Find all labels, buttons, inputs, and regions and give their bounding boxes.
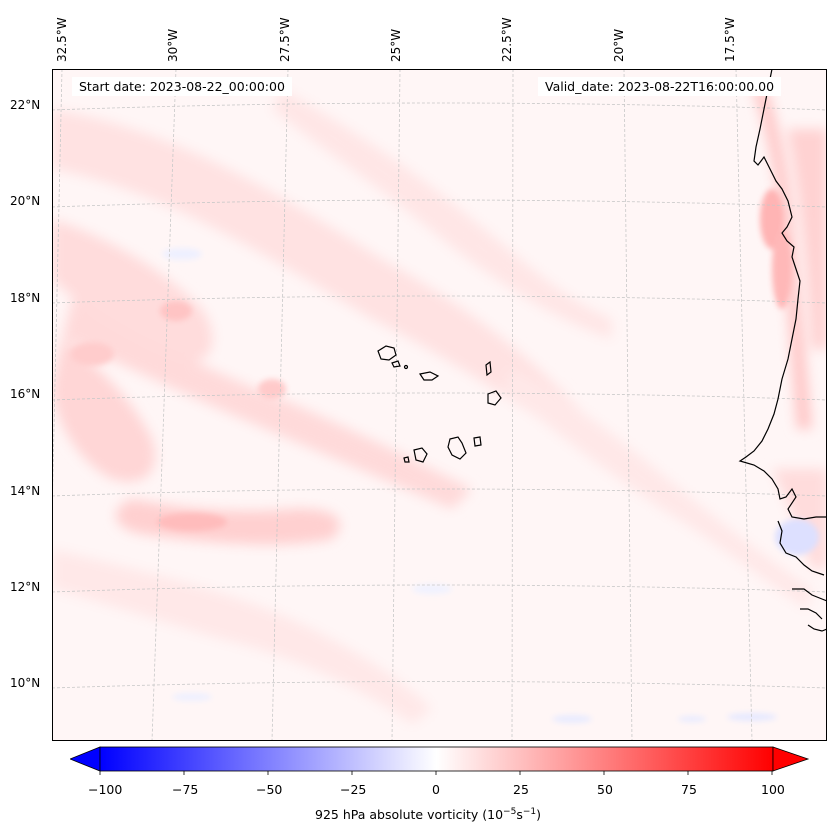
lat-label-22n: 22°N (10, 98, 41, 112)
colorbar-tick-label: 100 (761, 782, 785, 797)
colorbar-label-close: ) (536, 807, 542, 823)
colorbar-tick-label: −50 (256, 782, 283, 797)
lon-label-27-5w: 27.5°W (278, 17, 292, 62)
vorticity-map (52, 69, 827, 741)
colorbar-label-mid: s (516, 807, 523, 823)
lat-label-18n: 18°N (10, 291, 41, 305)
africa-coastline (738, 69, 827, 632)
lon-label-30w: 30°W (166, 28, 180, 62)
lat-label-14n: 14°N (10, 484, 41, 498)
lon-label-22-5w: 22.5°W (500, 17, 514, 62)
lat-label-10n: 10°N (10, 676, 41, 690)
lon-label-25w: 25°W (389, 28, 403, 62)
vorticity-maxima (70, 189, 819, 723)
colorbar-label-exp2: −1 (522, 807, 537, 817)
colorbar-max-extend (772, 746, 810, 772)
colorbar-tick-label: 25 (513, 782, 529, 797)
vorticity-field (52, 89, 827, 724)
colorbar-label-text: 925 hPa absolute vorticity (10 (315, 807, 504, 823)
valid-date-label: Valid_date: 2023-08-22T16:00:00.00 (538, 77, 782, 96)
lon-label-17-5w: 17.5°W (723, 17, 737, 62)
colorbar-tick-label: 0 (432, 782, 440, 797)
lon-label-20w: 20°W (612, 28, 626, 62)
colorbar-tick-label: −25 (340, 782, 367, 797)
colorbar-label: 925 hPa absolute vorticity (10−5s−1) (315, 807, 541, 822)
lat-label-12n: 12°N (10, 580, 41, 594)
colorbar-gradient (99, 746, 774, 772)
colorbar-tick-label: 75 (681, 782, 697, 797)
start-date-label: Start date: 2023-08-22_00:00:00 (72, 77, 292, 96)
lat-label-16n: 16°N (10, 387, 41, 401)
colorbar-label-exp1: −5 (503, 807, 517, 817)
cape-verde-islands (377, 345, 502, 463)
graticule (52, 69, 827, 741)
colorbar-tick-label: −75 (172, 782, 199, 797)
lon-label-32-5w: 32.5°W (55, 17, 69, 62)
lat-label-20n: 20°N (10, 194, 41, 208)
colorbar-tick-label: 50 (597, 782, 613, 797)
colorbar-min-extend (70, 746, 101, 772)
colorbar-tick-label: −100 (88, 782, 123, 797)
colorbar (70, 746, 810, 775)
